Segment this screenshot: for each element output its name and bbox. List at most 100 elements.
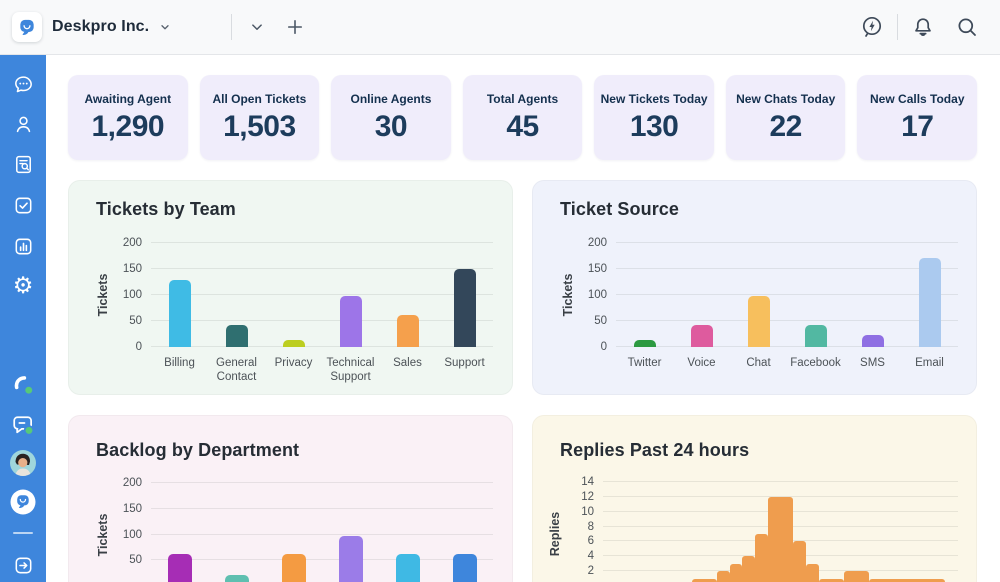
document-search-icon <box>12 153 35 176</box>
chart-bar <box>919 258 941 347</box>
gridline <box>616 346 958 347</box>
chart-title: Backlog by Department <box>96 440 299 461</box>
panel-backlog-by-department: Backlog by Department 50100150200 Ticket… <box>68 415 513 582</box>
online-status-dot <box>25 426 34 435</box>
stat-label: All Open Tickets <box>212 92 306 106</box>
stat-value: 30 <box>375 110 407 144</box>
phone-icon <box>10 372 36 398</box>
sidebar-item-search-documents[interactable] <box>0 144 46 184</box>
y-tick-label: 8 <box>588 521 594 533</box>
stat-value: 1,503 <box>223 110 296 144</box>
chart-bar <box>454 269 476 347</box>
y-tick-label: 150 <box>123 263 142 275</box>
sidebar-chat-status[interactable] <box>0 405 46 445</box>
gridline <box>616 294 958 295</box>
gridline <box>603 481 958 482</box>
x-category-label: Privacy <box>265 356 322 370</box>
search-icon[interactable] <box>948 8 986 46</box>
stat-card: Awaiting Agent 1,290 <box>68 75 188 160</box>
gridline <box>151 559 493 560</box>
sidebar-deskpro-badge[interactable] <box>0 482 46 522</box>
chart-bar <box>225 575 249 582</box>
stat-value: 1,290 <box>92 110 165 144</box>
sidebar-divider <box>13 532 33 534</box>
x-category-label: Email <box>901 356 958 370</box>
chart-bar <box>869 579 945 582</box>
x-category-label: General Contact <box>208 356 265 385</box>
gridline <box>616 268 958 269</box>
chart-bar <box>742 556 755 582</box>
x-category-label: Voice <box>673 356 730 370</box>
topbar-divider <box>897 14 898 40</box>
workspace-selector[interactable]: Deskpro Inc. <box>0 12 171 42</box>
tab-chevron-down-icon[interactable] <box>238 8 276 46</box>
chart-bar <box>339 536 363 582</box>
sidebar-item-people[interactable] <box>0 104 46 144</box>
chart-bar <box>755 534 768 582</box>
stat-label: Total Agents <box>487 92 558 106</box>
chart-bar <box>169 280 191 347</box>
stat-label: Online Agents <box>350 92 431 106</box>
y-tick-label: 10 <box>581 506 594 518</box>
chart-title: Replies Past 24 hours <box>560 440 749 461</box>
topbar-divider <box>231 14 232 40</box>
add-tab-icon[interactable] <box>276 8 314 46</box>
x-category-label: Sales <box>379 356 436 370</box>
deskpro-logo-icon <box>12 12 42 42</box>
sidebar-item-conversations[interactable] <box>0 64 46 104</box>
gridline <box>151 294 493 295</box>
sidebar-user-avatar[interactable] <box>0 443 46 483</box>
gridline <box>151 346 493 347</box>
chart-bar <box>717 571 730 582</box>
sidebar-call-status[interactable] <box>0 365 46 405</box>
stat-label: New Chats Today <box>736 92 835 106</box>
y-axis-label: Tickets <box>96 274 110 317</box>
gridline <box>151 534 493 535</box>
stat-card: Online Agents 30 <box>331 75 451 160</box>
y-tick-label: 100 <box>123 529 142 541</box>
y-tick-label: 200 <box>123 237 142 249</box>
stat-label: Awaiting Agent <box>84 92 171 106</box>
sidebar-item-reports[interactable] <box>0 226 46 266</box>
y-tick-label: 200 <box>123 477 142 489</box>
stat-card: Total Agents45 <box>463 75 583 160</box>
chart-bar <box>226 325 248 347</box>
chart-bar <box>168 554 192 582</box>
y-axis-label: Tickets <box>561 274 575 317</box>
y-tick-label: 100 <box>123 289 142 301</box>
sidebar-item-tasks[interactable] <box>0 185 46 225</box>
chart-bar <box>730 564 743 582</box>
x-category-label: Twitter <box>616 356 673 370</box>
app-sidebar: ⚙ <box>0 55 46 582</box>
stat-value: 17 <box>901 110 933 144</box>
stat-label: New Tickets Today <box>601 92 708 106</box>
stat-label: New Calls Today <box>870 92 964 106</box>
chart-bar <box>805 325 827 347</box>
chart-title: Ticket Source <box>560 199 679 220</box>
chart-bar <box>453 554 477 582</box>
chart-bar <box>282 554 306 582</box>
chart-plot: 050100150200 <box>151 243 493 347</box>
stat-card: New Tickets Today130 <box>594 75 714 160</box>
bar-chart-icon <box>12 235 35 258</box>
gridline <box>151 482 493 483</box>
chart-plot: 50100150200 <box>151 483 493 582</box>
x-category-label: Chat <box>730 356 787 370</box>
chart-bar <box>692 579 717 582</box>
y-tick-label: 150 <box>123 503 142 515</box>
chart-bar <box>634 340 656 347</box>
gridline <box>616 320 958 321</box>
sidebar-collapse-button[interactable] <box>0 545 46 582</box>
chart-bar <box>691 325 713 347</box>
chart-bar <box>862 335 884 347</box>
chat-bubble-ellipsis-icon <box>12 73 35 96</box>
chart-bar <box>768 497 793 582</box>
notifications-bell-icon[interactable] <box>904 8 942 46</box>
whats-new-icon[interactable] <box>853 8 891 46</box>
chart-title: Tickets by Team <box>96 199 236 220</box>
panel-tickets-by-team: Tickets by Team 050100150200 TicketsBill… <box>68 180 513 395</box>
chart-bar <box>819 579 844 582</box>
y-tick-label: 12 <box>581 491 594 503</box>
sidebar-item-settings[interactable]: ⚙ <box>0 266 46 306</box>
chat-bubble-dash-icon <box>10 412 36 438</box>
